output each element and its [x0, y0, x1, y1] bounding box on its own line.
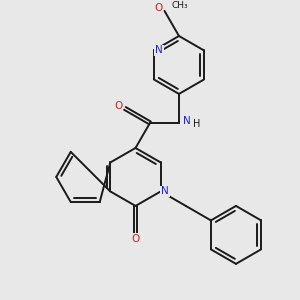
- Text: O: O: [114, 100, 123, 110]
- Text: N: N: [183, 116, 191, 126]
- Text: N: N: [155, 46, 163, 56]
- Text: N: N: [161, 186, 169, 197]
- Text: O: O: [131, 234, 140, 244]
- Text: O: O: [154, 3, 162, 13]
- Text: CH₃: CH₃: [172, 1, 188, 10]
- Text: H: H: [193, 119, 201, 129]
